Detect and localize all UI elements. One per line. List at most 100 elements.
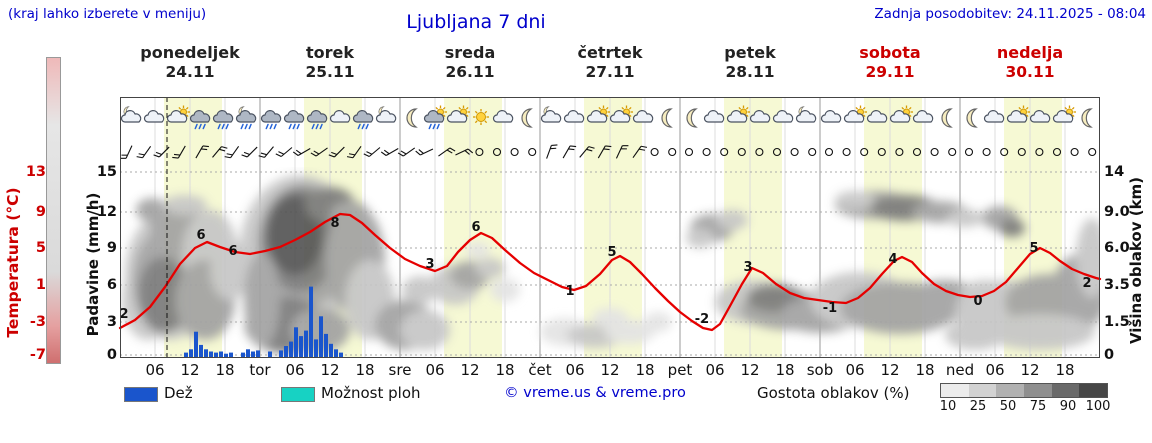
axis-color-strip xyxy=(46,57,61,364)
hour-label: 06 xyxy=(845,361,865,379)
showers-legend-label: Možnost ploh xyxy=(321,384,421,402)
calm-wind-icon xyxy=(720,147,729,157)
calm-wind-icon xyxy=(877,147,886,157)
day-header-četrtek: četrtek 27.11 xyxy=(540,44,680,81)
calm-wind-icon xyxy=(528,147,537,157)
hour-label: 06 xyxy=(425,361,445,379)
hour-label: 06 xyxy=(985,361,1005,379)
weather-icon-moon-cloud xyxy=(540,106,562,123)
rain-legend-label: Dež xyxy=(164,384,193,402)
day-name: ponedeljek xyxy=(140,43,240,62)
wind-barb-icon xyxy=(153,146,170,158)
cloud-tick: 1.5 xyxy=(1104,314,1130,330)
density-tick: 10 xyxy=(939,399,957,414)
density-tick: 25 xyxy=(969,399,987,414)
day-abbrev-label: sob xyxy=(806,361,834,379)
weather-icon-sun-cloud xyxy=(889,105,913,123)
calm-wind-icon xyxy=(860,147,869,157)
temperature-value-label: 5 xyxy=(1029,241,1038,256)
temperature-value-label: -2 xyxy=(695,312,709,327)
wind-barb-icon xyxy=(380,148,399,156)
rain-bar xyxy=(194,331,198,357)
wind-barb-icon xyxy=(292,148,311,156)
rain-bar xyxy=(324,333,328,357)
rain-bar xyxy=(214,352,218,357)
temp-tick: 5 xyxy=(35,240,46,256)
calm-wind-icon xyxy=(650,147,659,157)
cloud-density-tick-labels: 10 25 50 75 90 100 xyxy=(933,399,1113,414)
calm-wind-icon xyxy=(1035,147,1044,157)
weather-icon-cloud xyxy=(329,110,351,123)
calm-wind-icon xyxy=(1052,147,1062,157)
rain-bar xyxy=(241,352,245,357)
hour-label: 12 xyxy=(880,361,900,379)
day-abbrev-label: ned xyxy=(945,361,975,379)
day-abbrev-label: sre xyxy=(388,361,412,379)
rain-bar xyxy=(299,336,303,357)
wind-barb-icon xyxy=(632,145,648,159)
precip-tick: 3 xyxy=(106,314,117,330)
day-date: 24.11 xyxy=(165,63,215,81)
weather-icon-rain xyxy=(306,110,328,130)
hour-label: 18 xyxy=(635,361,655,379)
calm-wind-icon xyxy=(912,147,922,157)
temperature-value-label: 2 xyxy=(1082,276,1091,291)
hour-label: 18 xyxy=(915,361,935,379)
weather-icon-sun-cloud xyxy=(843,105,867,123)
wind-barb-icon xyxy=(241,146,258,158)
day-name: četrtek xyxy=(577,43,643,62)
cloud-density-gradient-bar xyxy=(940,383,1108,398)
precip-tick: 12 xyxy=(96,204,117,220)
weather-icon-moon xyxy=(1081,108,1093,128)
hour-label: 06 xyxy=(145,361,165,379)
wind-barb-icon xyxy=(258,146,274,158)
density-cell xyxy=(1079,384,1108,397)
hour-label: 18 xyxy=(775,361,795,379)
wind-barb-icon xyxy=(136,145,152,159)
weather-icon-rain-moon xyxy=(235,106,257,130)
weather-icon-cloud xyxy=(143,110,165,123)
weather-icon-moon xyxy=(661,108,673,128)
cloud-height-axis-label: Višina oblakov (km) xyxy=(1127,176,1145,345)
temp-tick: 1 xyxy=(35,277,46,293)
weather-icon-sun-cloud xyxy=(1052,105,1076,123)
hour-label: 12 xyxy=(600,361,620,379)
hour-label: 12 xyxy=(320,361,340,379)
wind-barb-icon xyxy=(328,146,345,158)
temperature-value-label: -1 xyxy=(823,301,837,316)
wind-barb-icon xyxy=(172,145,186,159)
precip-tick: 15 xyxy=(96,164,117,180)
temp-tick: -3 xyxy=(29,314,46,330)
temp-tick: 13 xyxy=(25,164,46,180)
weather-icon-cloud xyxy=(563,110,585,123)
weather-icon-moon-cloud xyxy=(375,106,397,123)
weather-icon-moon xyxy=(941,108,953,128)
wind-barb-icon xyxy=(438,147,456,157)
weather-icon-moon-cloud xyxy=(120,106,142,123)
wind-barb-icon xyxy=(562,145,577,159)
density-cell xyxy=(941,384,969,397)
rain-bar xyxy=(189,349,193,357)
density-tick: 100 xyxy=(1085,399,1111,414)
day-name: nedelja xyxy=(996,43,1064,62)
day-header-sobota: sobota 29.11 xyxy=(820,44,960,81)
density-cell xyxy=(1051,384,1080,397)
weather-icon-rain xyxy=(283,110,305,130)
weather-icon-moon xyxy=(406,108,418,128)
rain-bar xyxy=(294,327,298,357)
hour-label: 12 xyxy=(740,361,760,379)
copyright-link[interactable]: © vreme.us & vreme.pro xyxy=(504,385,686,401)
weather-icon-moon xyxy=(966,108,978,128)
wind-barb-icon xyxy=(397,147,416,157)
day-date: 28.11 xyxy=(725,63,775,81)
day-date: 29.11 xyxy=(865,63,915,81)
rain-bar xyxy=(329,343,333,357)
weather-icon-sun-cloud xyxy=(1006,105,1030,123)
temperature-value-label: 8 xyxy=(330,216,339,231)
rain-bar xyxy=(229,352,233,357)
rain-bar xyxy=(219,351,223,357)
temp-tick: -7 xyxy=(29,347,46,363)
rain-bar xyxy=(279,350,283,357)
day-header-torek: torek 25.11 xyxy=(260,44,400,81)
weather-icon-sun-cloud xyxy=(166,105,190,123)
